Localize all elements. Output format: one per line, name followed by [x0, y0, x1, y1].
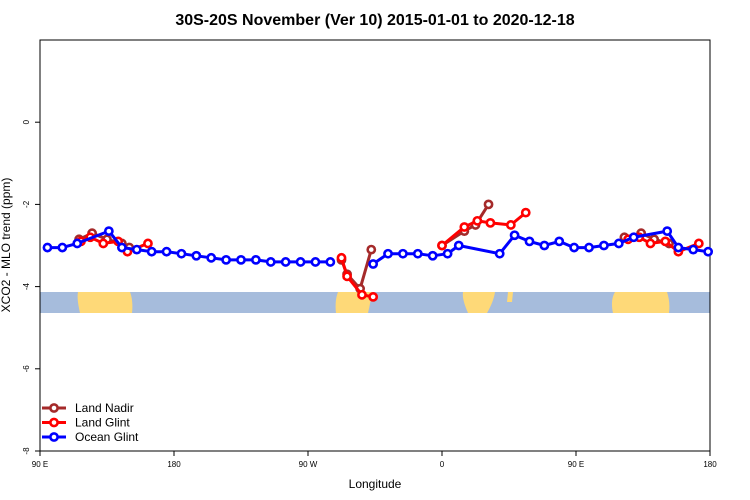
series-line [340, 257, 374, 299]
data-point [485, 217, 496, 228]
data-point [295, 257, 306, 267]
data-point [143, 238, 153, 249]
data-point [483, 199, 494, 210]
map-band [40, 292, 710, 313]
data-point [98, 238, 109, 249]
data-point [366, 244, 377, 255]
data-point [628, 232, 639, 243]
series-layer [42, 199, 714, 302]
land-patch-australia [77, 292, 133, 313]
data-point [660, 236, 671, 247]
data-point [569, 242, 580, 253]
data-point [539, 240, 550, 251]
data-point [673, 242, 684, 253]
data-point [236, 254, 246, 265]
data-point [368, 259, 379, 269]
data-point [599, 240, 609, 251]
data-point [72, 238, 83, 249]
series-ocean-glint [42, 226, 714, 269]
data-point [131, 244, 142, 255]
data-point [693, 238, 704, 249]
x-tick-label: 0 [440, 460, 445, 469]
land-patch-africa [462, 292, 495, 313]
data-point [57, 242, 68, 253]
y-axis-label: XCO2 - MLO trend (ppm) [0, 178, 13, 313]
y-tick-label: -8 [22, 447, 31, 455]
ocean-band [40, 292, 710, 313]
data-point [688, 244, 699, 255]
x-axis: 90 E 180 90 W 0 90 E 180 [32, 451, 717, 469]
data-point [250, 254, 261, 265]
data-point [494, 248, 505, 259]
legend-marker [49, 403, 59, 413]
data-point [116, 242, 127, 253]
x-tick-label: 90 E [568, 460, 584, 469]
data-point [509, 230, 520, 241]
data-point [520, 207, 531, 218]
data-point [103, 226, 114, 237]
x-tick-label: 180 [703, 460, 717, 469]
legend-label: Ocean Glint [75, 430, 139, 444]
chart-title: 30S-20S November (Ver 10) 2015-01-01 to … [175, 12, 574, 29]
data-point [342, 271, 352, 282]
land-patch-madagascar [507, 292, 513, 302]
data-point [662, 226, 673, 237]
data-point [161, 246, 172, 257]
data-point [554, 236, 565, 247]
x-tick-label: 90 W [299, 460, 318, 469]
data-point [221, 254, 232, 265]
data-point [459, 222, 470, 232]
data-point [645, 238, 656, 249]
x-axis-label: Longitude [349, 477, 402, 491]
data-point [191, 250, 202, 261]
x-tick-label: 90 E [32, 460, 48, 469]
data-point [613, 238, 624, 249]
legend-entry: Ocean Glint [42, 430, 139, 444]
data-point [442, 248, 453, 259]
data-point [412, 248, 423, 259]
data-point [453, 240, 464, 251]
data-point [524, 236, 535, 247]
data-point [206, 252, 217, 263]
legend-entry: Land Nadir [42, 401, 134, 415]
data-point [280, 257, 291, 267]
data-point [427, 250, 438, 261]
data-point [325, 257, 336, 267]
data-point [584, 242, 594, 253]
data-point [357, 289, 367, 300]
legend-entry: Land Glint [42, 416, 130, 430]
data-point [505, 220, 516, 230]
data-point [310, 257, 321, 267]
y-axis: 0 -2 -4 -6 -8 [22, 119, 40, 455]
y-tick-label: -6 [22, 365, 31, 373]
data-point [176, 248, 187, 259]
plot-frame [39, 39, 711, 452]
data-point [42, 242, 53, 253]
y-tick-label: -4 [22, 282, 31, 290]
legend-label: Land Nadir [75, 401, 134, 415]
data-point [265, 257, 276, 267]
data-point [336, 252, 347, 263]
legend-label: Land Glint [75, 416, 130, 430]
legend-marker [49, 432, 59, 442]
land-patch-australia-repeat [611, 292, 670, 313]
series-line [441, 203, 490, 247]
data-point [437, 240, 447, 251]
data-point [703, 246, 714, 257]
data-point [368, 291, 379, 302]
legend-marker [49, 417, 59, 428]
x-tick-label: 180 [167, 460, 181, 469]
y-tick-label: 0 [22, 119, 31, 124]
data-point [472, 215, 483, 226]
data-point [398, 248, 408, 259]
y-tick-label: -2 [22, 200, 31, 208]
data-point [383, 248, 393, 259]
data-point [146, 246, 157, 257]
